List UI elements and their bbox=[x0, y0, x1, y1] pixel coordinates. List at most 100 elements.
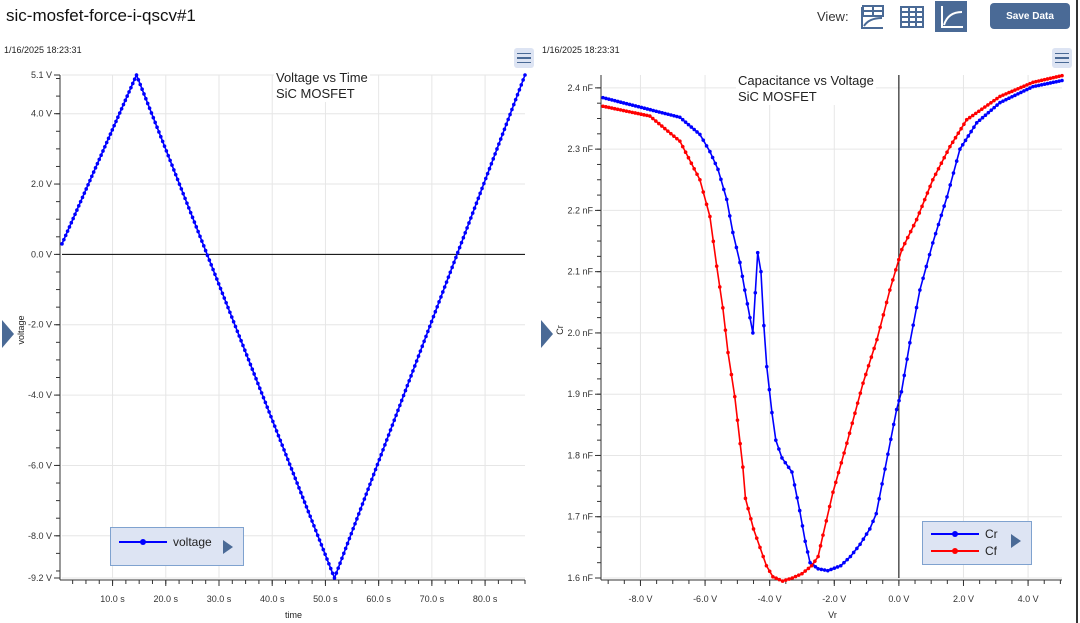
data-point-Cr bbox=[951, 171, 956, 175]
data-point-voltage bbox=[192, 220, 197, 224]
data-point-Cf bbox=[967, 115, 972, 120]
data-point-Cf bbox=[672, 134, 676, 138]
legend-item-voltage[interactable]: voltage bbox=[119, 535, 212, 549]
x-tick-label: 20.0 s bbox=[154, 594, 179, 604]
data-point-voltage bbox=[99, 153, 103, 157]
chart-menu-button[interactable] bbox=[514, 48, 534, 68]
legend-expand-arrow[interactable] bbox=[223, 540, 233, 554]
data-point-Cf bbox=[627, 109, 632, 114]
data-point-Cr bbox=[1001, 99, 1005, 103]
data-point-voltage bbox=[450, 265, 454, 270]
data-point-voltage bbox=[483, 176, 488, 181]
data-point-Cr bbox=[636, 104, 641, 109]
data-point-voltage bbox=[452, 260, 456, 265]
data-point-Cf bbox=[878, 325, 882, 330]
data-point-Cr bbox=[1025, 87, 1029, 92]
data-point-Cf bbox=[1031, 80, 1035, 85]
table-chart-view-button[interactable] bbox=[856, 1, 888, 32]
data-point-voltage bbox=[351, 526, 355, 531]
data-point-Cf bbox=[692, 166, 696, 171]
data-point-Cf bbox=[1036, 79, 1041, 83]
data-point-Cf bbox=[604, 105, 608, 109]
legend-item-cf[interactable]: Cf bbox=[931, 544, 997, 558]
data-point-Cf bbox=[754, 536, 759, 540]
data-point-Cf bbox=[612, 106, 617, 111]
data-point-voltage bbox=[347, 536, 352, 541]
data-point-Cr bbox=[1004, 97, 1008, 102]
data-point-Cr bbox=[672, 113, 676, 118]
legend-swatch bbox=[931, 531, 979, 537]
data-point-voltage bbox=[142, 92, 146, 96]
data-point-voltage bbox=[160, 139, 165, 144]
data-point-Cf bbox=[980, 107, 984, 111]
data-point-Cr bbox=[874, 511, 879, 516]
data-point-Cf bbox=[998, 94, 1002, 99]
data-point-Cf bbox=[902, 241, 907, 246]
chart-title-line: Voltage vs Time bbox=[276, 70, 368, 85]
data-point-Cf bbox=[995, 96, 999, 101]
chart-view-button[interactable] bbox=[935, 1, 967, 32]
x-tick-label: 2.0 V bbox=[953, 594, 974, 604]
chart-legend[interactable]: Cr Cf bbox=[922, 521, 1032, 565]
data-point-Cr bbox=[686, 122, 691, 127]
data-point-Cr bbox=[657, 110, 661, 114]
data-point-Cf bbox=[735, 418, 740, 422]
data-point-voltage bbox=[427, 324, 432, 329]
data-point-Cr bbox=[897, 398, 901, 403]
data-point-Cf bbox=[831, 490, 835, 495]
data-point-voltage bbox=[153, 120, 157, 125]
data-point-Cf bbox=[983, 105, 987, 109]
data-point-Cf bbox=[864, 372, 868, 377]
data-point-voltage bbox=[179, 187, 184, 191]
legend-swatch bbox=[119, 539, 167, 545]
data-point-voltage bbox=[407, 378, 411, 383]
data-point-voltage bbox=[82, 191, 87, 195]
data-point-Cr bbox=[780, 456, 784, 460]
data-point-voltage bbox=[368, 482, 372, 487]
data-point-Cr bbox=[689, 125, 694, 129]
data-point-voltage bbox=[224, 300, 228, 305]
x-axis-label: time bbox=[285, 610, 302, 620]
data-point-Cr bbox=[911, 323, 915, 327]
data-point-Cr bbox=[1057, 79, 1061, 83]
data-point-voltage bbox=[138, 82, 143, 87]
data-point-Cr bbox=[924, 264, 929, 269]
data-point-voltage bbox=[330, 571, 335, 576]
data-point-voltage bbox=[487, 166, 492, 171]
table-view-button[interactable] bbox=[896, 1, 928, 32]
y-tick-label: 1.8 nF bbox=[567, 450, 593, 460]
data-point-Cr bbox=[845, 557, 849, 562]
data-point-voltage bbox=[254, 376, 258, 381]
data-point-Cf bbox=[881, 313, 886, 317]
x-tick-label: 60.0 s bbox=[366, 594, 391, 604]
data-point-Cf bbox=[818, 544, 823, 548]
expand-panel-arrow[interactable] bbox=[541, 320, 553, 348]
legend-item-cr[interactable]: Cr bbox=[931, 527, 998, 541]
data-point-Cf bbox=[1060, 73, 1064, 78]
data-point-voltage bbox=[215, 277, 219, 281]
chart-menu-button[interactable] bbox=[1052, 48, 1072, 68]
data-point-voltage bbox=[229, 315, 234, 319]
data-point-voltage bbox=[342, 551, 346, 556]
data-point-voltage bbox=[470, 211, 475, 215]
data-point-Cf bbox=[1019, 85, 1023, 90]
data-point-Cf bbox=[899, 247, 904, 252]
data-point-Cr bbox=[663, 111, 667, 116]
data-point-voltage bbox=[325, 557, 329, 561]
data-point-Cr bbox=[894, 407, 899, 412]
data-point-voltage bbox=[454, 255, 458, 260]
expand-panel-arrow[interactable] bbox=[2, 320, 14, 348]
data-point-Cr bbox=[727, 214, 732, 218]
chart-legend[interactable]: voltage bbox=[110, 527, 244, 566]
data-point-voltage bbox=[209, 263, 214, 267]
data-point-Cf bbox=[942, 155, 947, 160]
data-point-voltage bbox=[241, 343, 245, 348]
data-point-Cf bbox=[939, 161, 944, 166]
data-point-Cf bbox=[959, 126, 963, 131]
data-point-voltage bbox=[519, 83, 524, 87]
data-point-Cf bbox=[936, 166, 941, 171]
save-data-button[interactable]: Save Data bbox=[990, 3, 1070, 29]
data-point-Cr bbox=[669, 113, 673, 117]
data-point-Cf bbox=[771, 574, 775, 579]
legend-expand-arrow[interactable] bbox=[1011, 534, 1021, 548]
